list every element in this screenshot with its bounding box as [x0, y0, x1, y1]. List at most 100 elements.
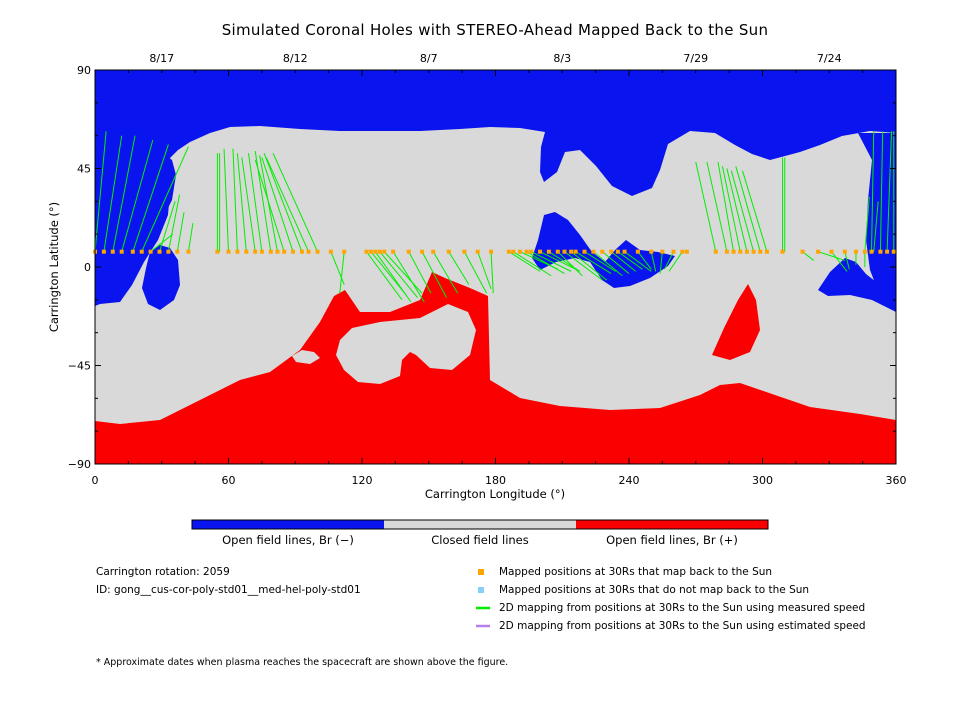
mapped-point-31: [391, 249, 396, 254]
mapping-line-73: [817, 251, 845, 261]
mapped-point-80: [891, 249, 896, 254]
mapped-point-56: [635, 249, 640, 254]
mapping-line-23: [265, 157, 310, 252]
mapping-line-22: [263, 152, 303, 252]
x-tick-label-0: 0: [92, 474, 99, 487]
x-tick-label-4: 240: [619, 474, 640, 487]
mapped-point-40: [511, 249, 516, 254]
mapping-line-33: [408, 251, 432, 294]
mapped-point-24: [328, 249, 333, 254]
y-tick-label-0: −90: [68, 458, 91, 471]
top-date-2: 8/7: [420, 52, 438, 65]
y-tick-label-2: 0: [84, 261, 91, 274]
top-date-1: 8/12: [283, 52, 308, 65]
mapping-line-48: [564, 251, 603, 281]
mapped-point-9: [175, 249, 180, 254]
mapped-point-72: [816, 249, 821, 254]
mapping-line-21: [261, 157, 294, 252]
mapped-point-73: [829, 249, 834, 254]
top-date-4: 7/29: [683, 52, 708, 65]
mapping-line-20: [254, 159, 285, 252]
carrington-rotation: Carrington rotation: 2059: [96, 566, 230, 578]
mapped-point-64: [731, 249, 736, 254]
x-tick-label-3: 180: [485, 474, 506, 487]
mapped-point-53: [609, 249, 614, 254]
top-date-labels: 8/17 8/12 8/7 8/3 7/29 7/24: [149, 52, 841, 65]
mapping-line-34: [421, 251, 447, 298]
mapping-line-37: [463, 251, 488, 294]
mapping-line-30: [379, 251, 419, 298]
x-axis-label: Carrington Longitude (°): [425, 487, 565, 501]
mapping-line-56: [624, 251, 652, 272]
mapping-line-24: [272, 152, 318, 252]
mapping-line-47: [557, 251, 583, 277]
mapping-line-61: [668, 251, 683, 272]
mapping-line-51: [584, 251, 616, 272]
mapping-line-63: [706, 161, 728, 252]
mapped-point-7: [157, 249, 162, 254]
mapped-point-10: [186, 249, 191, 254]
small-negative-hole-left: [142, 245, 180, 310]
mapping-line-67: [730, 170, 755, 252]
mapped-point-42: [524, 249, 529, 254]
map-regions: [95, 70, 896, 464]
mapping-line-60: [664, 251, 674, 270]
mapped-point-19: [282, 249, 287, 254]
mapped-point-15: [253, 249, 258, 254]
mapping-line-13: [223, 148, 229, 252]
mapped-point-12: [226, 249, 231, 254]
mapped-point-43: [529, 249, 534, 254]
south-positive-open-region: [95, 272, 896, 464]
mapped-point-33: [420, 249, 425, 254]
colorbar-frame: [191, 519, 769, 530]
mapped-point-65: [738, 249, 743, 254]
legend-mapped-symbol: [478, 569, 484, 575]
mapping-line-4: [132, 144, 169, 252]
mapped-point-45: [546, 249, 551, 254]
mapping-line-25: [330, 251, 345, 285]
south-closed-island: [336, 304, 476, 384]
mapping-line-41: [513, 251, 552, 277]
mapped-point-54: [615, 249, 620, 254]
mapping-line-43: [526, 251, 565, 274]
mapped-point-68: [758, 249, 763, 254]
legend-measured-label: 2D mapping from positions at 30Rs to the…: [499, 602, 866, 614]
mapping-line-3: [121, 139, 154, 252]
mapping-line-44: [530, 251, 572, 272]
mapped-point-30: [382, 249, 387, 254]
mapping-line-62: [695, 161, 717, 252]
mapping-line-26: [339, 251, 345, 294]
mapping-line-69: [741, 170, 768, 252]
mapped-point-69: [764, 249, 769, 254]
y-tick-label-1: −45: [68, 360, 91, 373]
colorbar-label-positive: Open field lines, Br (+): [606, 533, 738, 547]
mapped-point-36: [462, 249, 467, 254]
legend-unmapped-symbol: [478, 587, 484, 593]
mapping-line-31: [383, 251, 423, 294]
mapped-point-46: [555, 249, 560, 254]
mapping-line-54: [610, 251, 636, 272]
mapped-point-8: [166, 249, 171, 254]
mapped-point-11: [215, 249, 220, 254]
x-axis-ticks: 0 60 120 180 240 300 360: [92, 70, 907, 487]
mapped-point-38: [489, 249, 494, 254]
mapped-point-78: [878, 249, 883, 254]
mapped-point-17: [268, 249, 273, 254]
mapping-line-52: [593, 251, 623, 277]
mapped-point-6: [148, 249, 153, 254]
mapping-line-59: [659, 251, 663, 274]
mapped-point-4: [130, 249, 135, 254]
mapping-line-29: [374, 251, 412, 303]
mapped-point-76: [862, 249, 867, 254]
legend-unmapped-label: Mapped positions at 30Rs that do not map…: [499, 584, 810, 596]
mapped-point-5: [139, 249, 144, 254]
colorbar-label-closed: Closed field lines: [431, 533, 529, 547]
mapping-line-64: [717, 161, 735, 252]
mapped-point-41: [517, 249, 522, 254]
mapped-point-49: [573, 249, 578, 254]
north-negative-open-region: [95, 70, 896, 306]
mapping-line-40: [508, 251, 541, 272]
mapping-line-10: [187, 223, 194, 252]
mapped-point-58: [660, 249, 665, 254]
mapped-point-57: [649, 249, 654, 254]
